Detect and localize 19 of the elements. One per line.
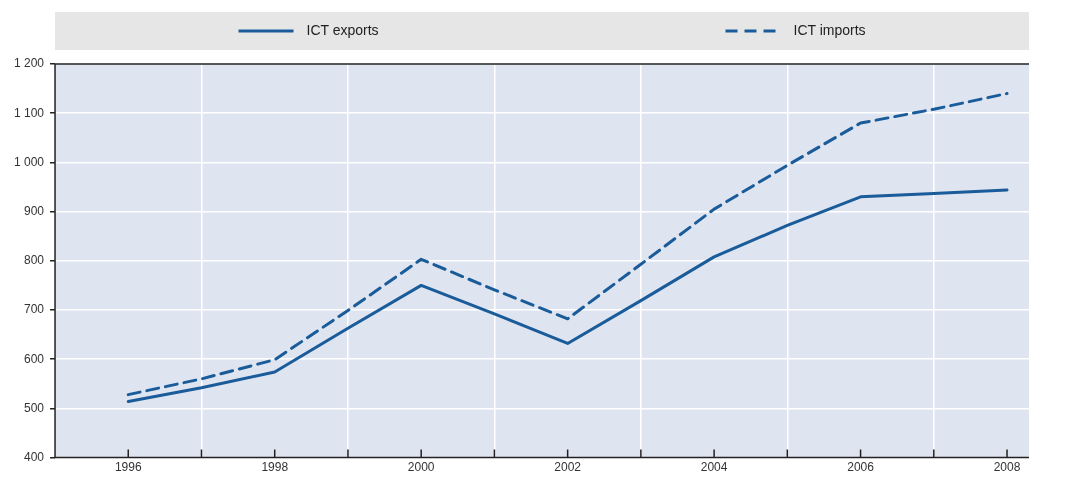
y-tick-label: 1 000 bbox=[14, 154, 45, 169]
y-tick-label: 900 bbox=[24, 203, 45, 218]
x-tick-label: 2002 bbox=[554, 460, 582, 475]
y-tick-label: 500 bbox=[24, 400, 45, 415]
x-tick-label: 2008 bbox=[993, 460, 1021, 475]
x-tick-label: 2004 bbox=[700, 460, 728, 475]
y-tick-label: 700 bbox=[24, 302, 45, 317]
legend-label: ICT exports bbox=[306, 21, 379, 38]
y-tick-label: 400 bbox=[24, 449, 45, 464]
x-tick-label: 2006 bbox=[847, 460, 875, 475]
y-tick-label: 600 bbox=[24, 351, 45, 366]
x-tick-label: 1998 bbox=[261, 460, 289, 475]
y-tick-label: 1 100 bbox=[14, 105, 45, 120]
legend-label: ICT imports bbox=[793, 21, 866, 38]
line-series bbox=[126, 92, 1009, 397]
x-tick-label: 2000 bbox=[407, 460, 435, 475]
y-tick-label: 800 bbox=[24, 253, 45, 268]
x-tick-label: 1996 bbox=[114, 460, 142, 475]
y-tick-label: 1 200 bbox=[14, 56, 45, 71]
